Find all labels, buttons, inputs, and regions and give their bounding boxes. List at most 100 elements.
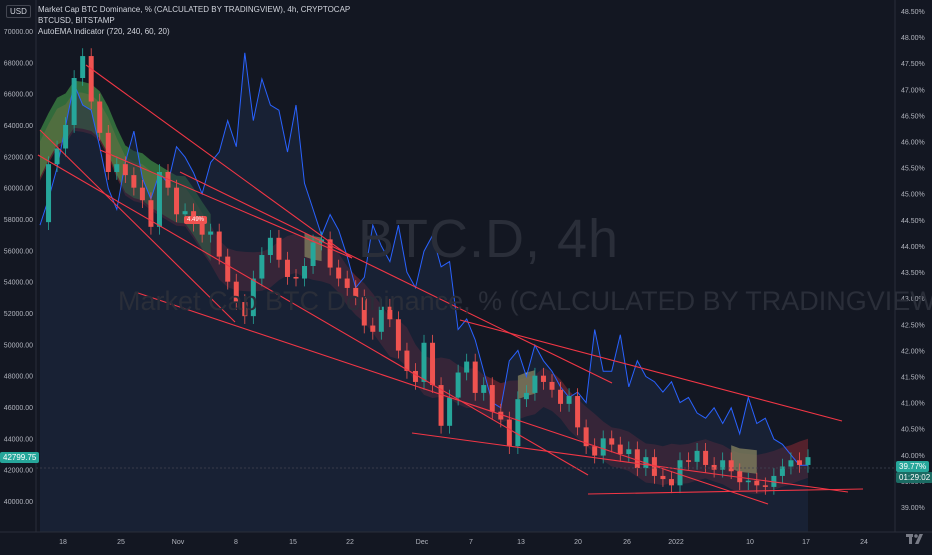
candle-body[interactable] xyxy=(711,464,717,470)
candle-body[interactable] xyxy=(276,237,282,260)
candle-body[interactable] xyxy=(464,361,470,373)
candle-body[interactable] xyxy=(626,449,632,454)
trendline[interactable] xyxy=(411,432,849,493)
candle-body[interactable] xyxy=(54,148,60,165)
candle-body[interactable] xyxy=(148,200,154,227)
candle-body[interactable] xyxy=(575,396,581,428)
candle-body[interactable] xyxy=(728,460,734,472)
trendline[interactable] xyxy=(459,319,843,422)
candle-body[interactable] xyxy=(737,471,743,483)
candle-body[interactable] xyxy=(182,211,188,215)
candle-body[interactable] xyxy=(660,475,666,480)
candle-body[interactable] xyxy=(208,231,214,235)
candle-body[interactable] xyxy=(114,164,120,172)
candle-body[interactable] xyxy=(370,325,376,332)
candle-body[interactable] xyxy=(131,175,137,188)
candle-body[interactable] xyxy=(609,438,615,445)
candle-body[interactable] xyxy=(558,389,564,404)
candle-body[interactable] xyxy=(404,350,410,371)
candle-body[interactable] xyxy=(549,381,555,390)
candle-body[interactable] xyxy=(327,239,333,268)
right-axis[interactable]: 39.00%39.50%40.00%40.50%41.00%41.50%42.0… xyxy=(901,9,925,512)
candle-body[interactable] xyxy=(97,101,103,133)
candle-body[interactable] xyxy=(668,479,674,486)
candle-body[interactable] xyxy=(88,56,94,102)
candle-body[interactable] xyxy=(284,259,290,277)
candle-body[interactable] xyxy=(745,480,751,483)
candle-body[interactable] xyxy=(344,278,350,288)
candle-body[interactable] xyxy=(46,164,52,223)
candle-body[interactable] xyxy=(566,396,572,404)
trendline[interactable] xyxy=(85,64,353,259)
candle-body[interactable] xyxy=(788,460,794,467)
candle-body[interactable] xyxy=(754,480,760,486)
candle-body[interactable] xyxy=(686,460,692,462)
candle-body[interactable] xyxy=(523,392,529,400)
candle-body[interactable] xyxy=(677,460,683,486)
candle-body[interactable] xyxy=(489,385,495,412)
candle-body[interactable] xyxy=(532,375,538,393)
candle-body[interactable] xyxy=(105,132,111,172)
candle-body[interactable] xyxy=(353,287,359,298)
candle-body[interactable] xyxy=(703,450,709,465)
chart-title[interactable]: Market Cap BTC Dominance, % (CALCULATED … xyxy=(38,5,351,14)
candle-body[interactable] xyxy=(421,342,427,382)
candle-body[interactable] xyxy=(216,231,222,257)
candle-body[interactable] xyxy=(165,172,171,188)
candle-body[interactable] xyxy=(293,276,299,279)
currency-badge[interactable]: USD xyxy=(6,5,31,18)
candle-body[interactable] xyxy=(395,319,401,351)
trendline[interactable] xyxy=(99,149,353,259)
candle-body[interactable] xyxy=(506,419,512,447)
candle-body[interactable] xyxy=(592,446,598,456)
trendline[interactable] xyxy=(179,171,613,384)
candle-body[interactable] xyxy=(199,223,205,235)
candle-body[interactable] xyxy=(174,187,180,215)
candle-body[interactable] xyxy=(805,457,811,465)
trendline[interactable] xyxy=(134,291,769,505)
candle-body[interactable] xyxy=(122,164,128,176)
candle-body[interactable] xyxy=(63,125,69,149)
trendline[interactable] xyxy=(39,129,236,323)
candle-body[interactable] xyxy=(412,370,418,382)
candle-body[interactable] xyxy=(600,438,606,456)
candle-body[interactable] xyxy=(233,281,239,303)
candle-body[interactable] xyxy=(225,256,231,282)
candle-body[interactable] xyxy=(498,411,504,420)
candle-body[interactable] xyxy=(387,306,393,320)
candle-body[interactable] xyxy=(80,56,86,78)
candle-body[interactable] xyxy=(242,302,248,317)
candle-body[interactable] xyxy=(378,306,384,332)
legend-indicator[interactable]: AutoEMA Indicator (720, 240, 60, 20) xyxy=(38,27,170,36)
candle-body[interactable] xyxy=(267,237,273,256)
candle-body[interactable] xyxy=(762,485,768,487)
candle-body[interactable] xyxy=(139,187,145,201)
candle-body[interactable] xyxy=(447,397,453,426)
candle-body[interactable] xyxy=(71,78,77,125)
candle-body[interactable] xyxy=(472,361,478,393)
candle-body[interactable] xyxy=(259,255,265,279)
candle-body[interactable] xyxy=(481,385,487,393)
trendline[interactable] xyxy=(37,154,589,476)
candle-body[interactable] xyxy=(515,399,521,447)
candle-body[interactable] xyxy=(779,466,785,476)
candle-body[interactable] xyxy=(720,460,726,470)
candle-body[interactable] xyxy=(540,375,546,382)
candle-body[interactable] xyxy=(617,444,623,454)
candle-body[interactable] xyxy=(583,427,589,447)
left-axis[interactable]: 40000.00 42000.00 44000.00 46000.00 48000.00… xyxy=(4,29,33,506)
legend-series-btcusd[interactable]: BTCUSD, BITSTAMP xyxy=(38,16,115,25)
candle-body[interactable] xyxy=(438,385,444,426)
candle-body[interactable] xyxy=(430,342,436,386)
tradingview-logo-icon[interactable] xyxy=(906,533,924,545)
trendline[interactable] xyxy=(587,488,864,495)
candle-body[interactable] xyxy=(336,267,342,279)
candle-body[interactable] xyxy=(361,297,367,326)
candle-body[interactable] xyxy=(302,266,308,279)
candle-body[interactable] xyxy=(455,372,461,398)
candle-body[interactable] xyxy=(156,172,162,227)
candle-body[interactable] xyxy=(634,449,640,469)
time-axis[interactable]: 18 25 Nov 8 15 22 Dec 7 13 20 26 2022 10 17 24 xyxy=(59,539,868,546)
candle-body[interactable] xyxy=(694,450,700,462)
